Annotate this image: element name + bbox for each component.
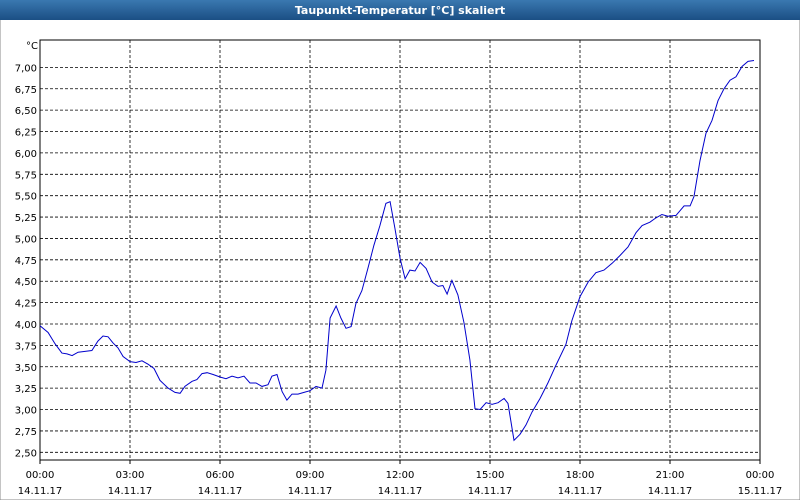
x-tick-date: 14.11.17 bbox=[108, 486, 153, 497]
y-tick-label: 5,00 bbox=[15, 234, 37, 245]
y-tick-label: 6,00 bbox=[15, 149, 37, 160]
x-tick-label: 12:00 bbox=[386, 470, 415, 481]
y-tick-label: 3,00 bbox=[15, 406, 37, 417]
x-tick-label: 18:00 bbox=[566, 470, 595, 481]
x-tick-date: 14.11.17 bbox=[378, 486, 423, 497]
x-tick-label: 21:00 bbox=[656, 470, 685, 481]
y-unit: °C bbox=[26, 41, 38, 52]
y-tick-label: 5,50 bbox=[15, 192, 37, 203]
y-tick-label: 5,25 bbox=[15, 213, 37, 224]
y-tick-label: 4,25 bbox=[15, 299, 37, 310]
x-tick-date: 14.11.17 bbox=[288, 486, 333, 497]
y-tick-label: 6,25 bbox=[15, 128, 37, 139]
y-tick-label: 4,00 bbox=[15, 320, 37, 331]
data-line bbox=[39, 60, 755, 442]
x-tick-label: 00:00 bbox=[26, 470, 55, 481]
y-tick-label: 6,75 bbox=[15, 85, 37, 96]
x-tick-date: 14.11.17 bbox=[648, 486, 693, 497]
x-tick-label: 03:00 bbox=[116, 470, 145, 481]
x-tick-date: 14.11.17 bbox=[468, 486, 513, 497]
x-tick-date: 14.11.17 bbox=[198, 486, 243, 497]
y-tick-label: 2,75 bbox=[15, 427, 37, 438]
x-tick-label: 15:00 bbox=[476, 470, 505, 481]
y-tick-label: 4,75 bbox=[15, 256, 37, 267]
x-tick-label: 00:00 bbox=[746, 470, 775, 481]
x-tick-date: 14.11.17 bbox=[558, 486, 603, 497]
x-tick-date: 15.11.17 bbox=[738, 486, 783, 497]
y-tick-label: 3,50 bbox=[15, 363, 37, 374]
y-tick-label: 2,50 bbox=[15, 448, 37, 459]
y-tick-label: 5,75 bbox=[15, 170, 37, 181]
x-tick-label: 06:00 bbox=[206, 470, 235, 481]
y-tick-label: 3,25 bbox=[15, 384, 37, 395]
y-tick-label: 6,50 bbox=[15, 106, 37, 117]
y-tick-label: 7,00 bbox=[15, 63, 37, 74]
y-tick-label: 4,50 bbox=[15, 277, 37, 288]
x-tick-label: 09:00 bbox=[296, 470, 325, 481]
chart-title: Taupunkt-Temperatur [°C] skaliert bbox=[295, 4, 505, 17]
y-tick-label: 3,75 bbox=[15, 341, 37, 352]
title-bar bbox=[0, 0, 800, 20]
x-tick-date: 14.11.17 bbox=[18, 486, 63, 497]
